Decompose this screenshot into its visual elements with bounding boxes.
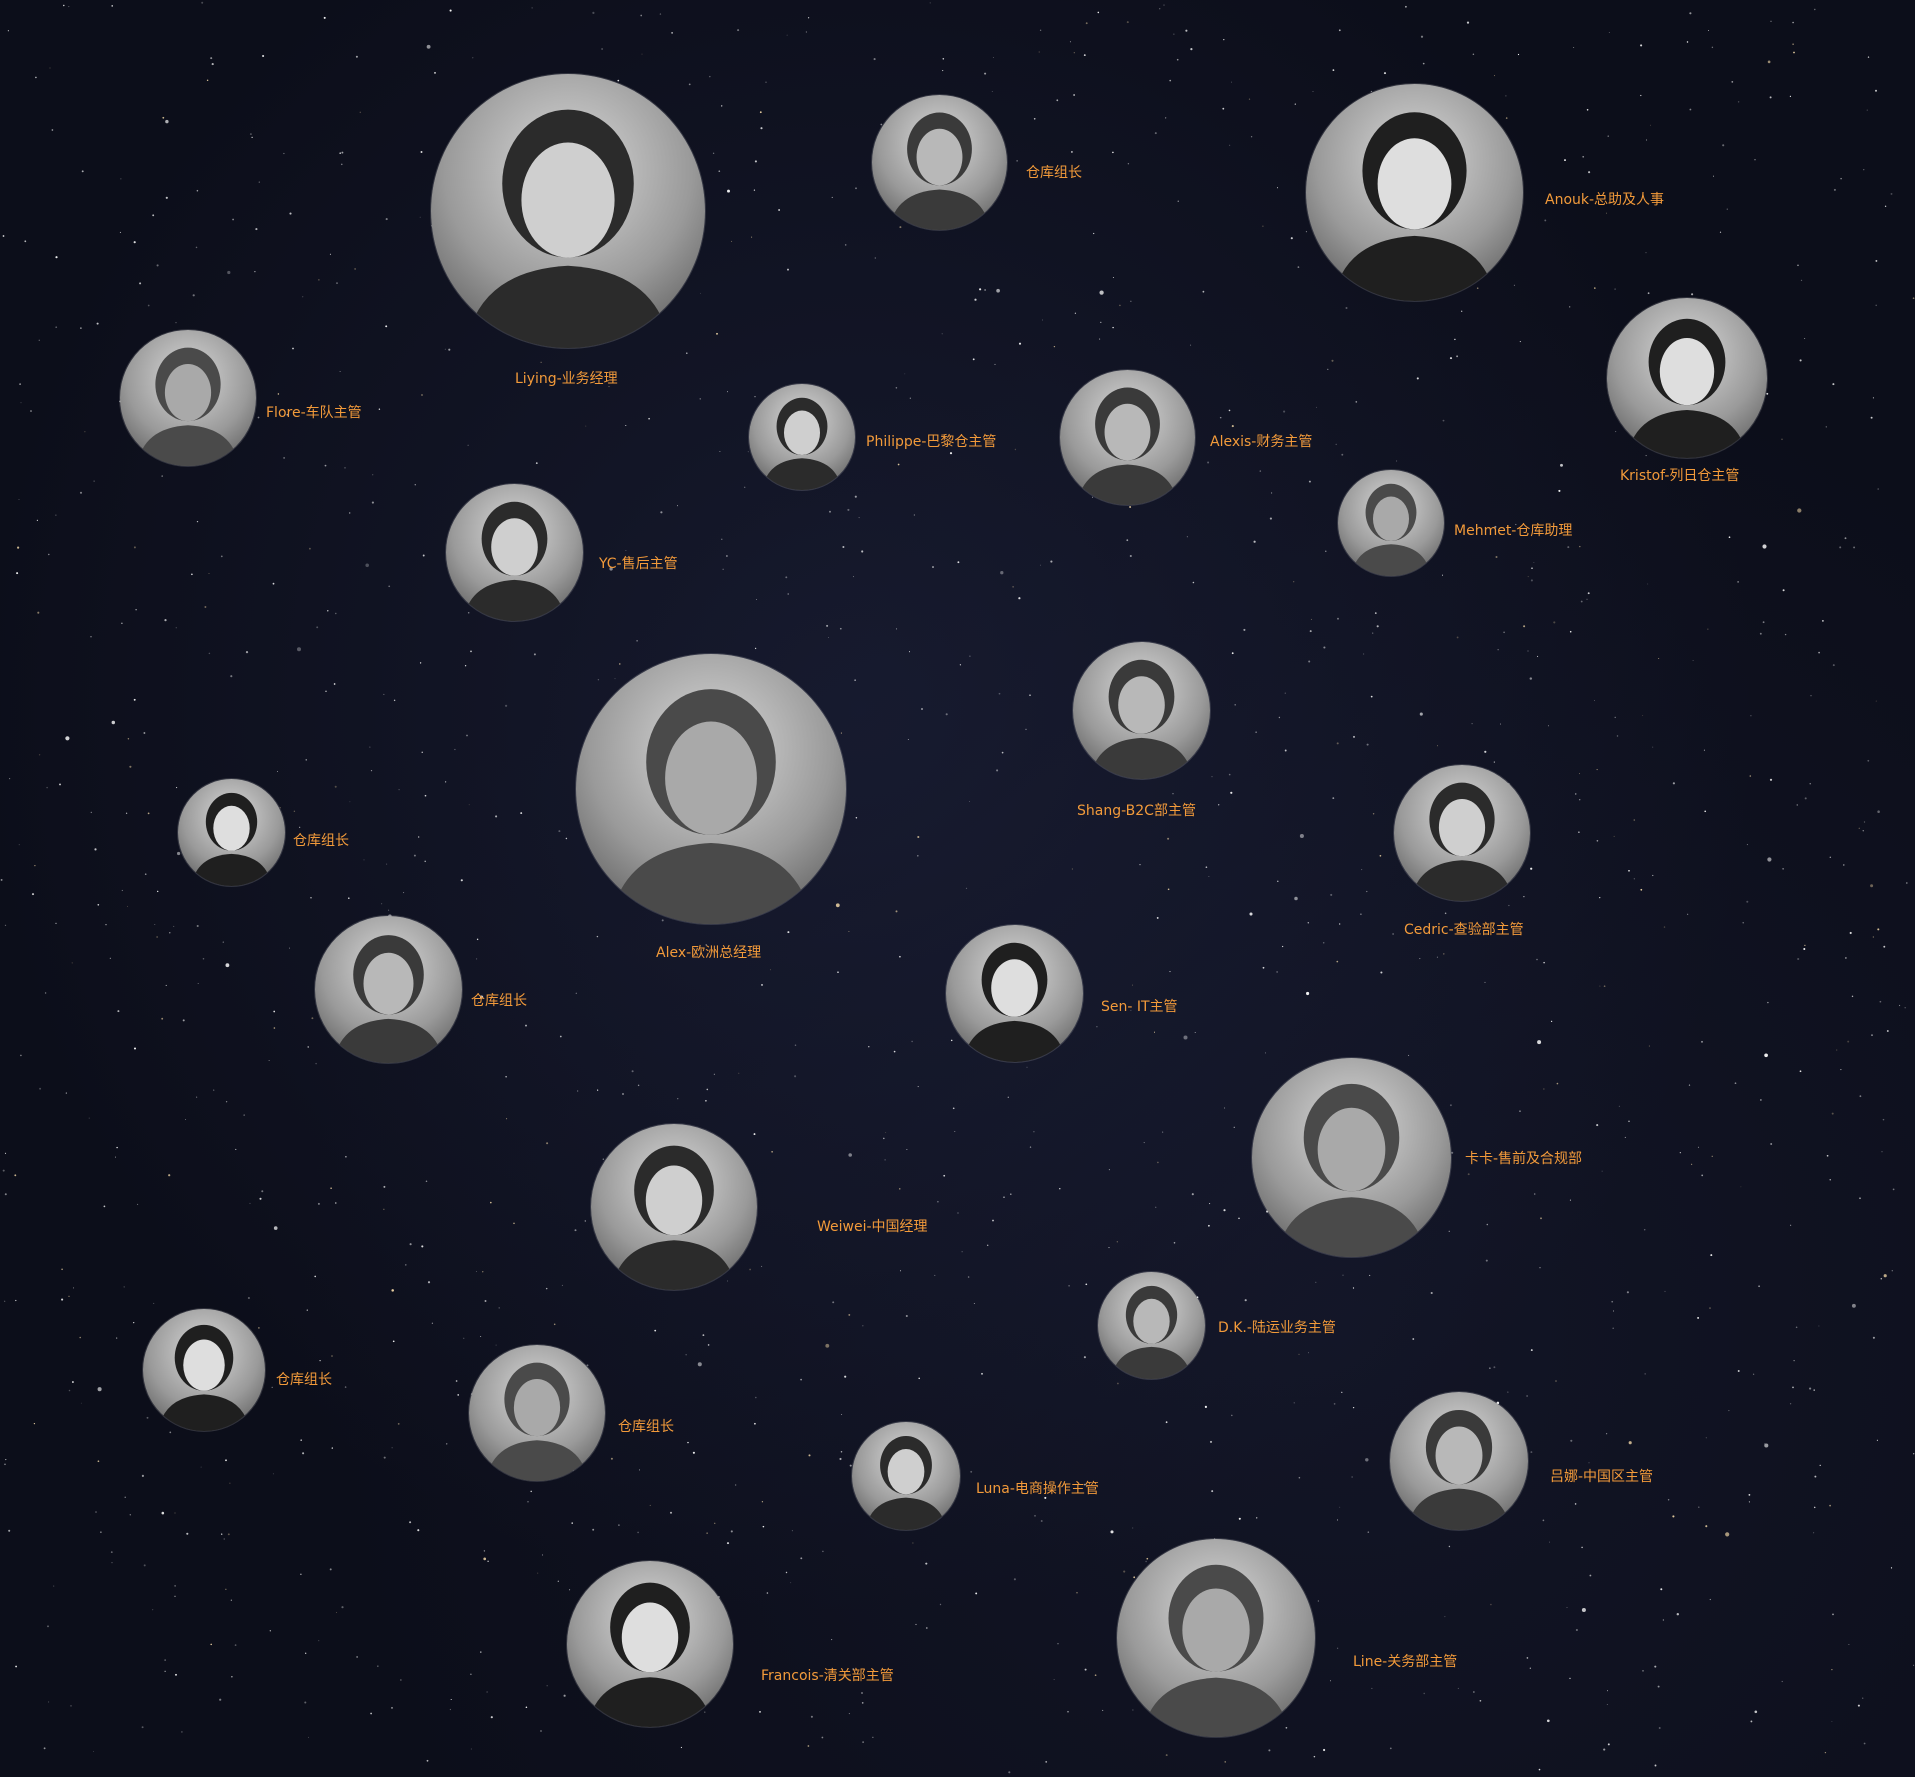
member-label: Weiwei-中国经理 <box>817 1219 928 1235</box>
avatar <box>1338 470 1444 576</box>
member-label: 仓库组长 <box>1026 165 1082 181</box>
member-label: 卡卡-售前及合规部 <box>1465 1151 1583 1167</box>
member-label: Anouk-总助及人事 <box>1545 192 1665 208</box>
avatar <box>1394 765 1530 901</box>
member-label: Francois-清关部主管 <box>761 1668 894 1684</box>
avatar <box>1306 84 1523 301</box>
avatar <box>431 74 705 348</box>
member-label: Alexis-财务主管 <box>1210 434 1313 450</box>
member-label: Philippe-巴黎仓主管 <box>866 434 997 450</box>
avatar <box>469 1345 605 1481</box>
avatar <box>1060 370 1195 505</box>
avatar <box>852 1422 960 1530</box>
member-label: Alex-欧洲总经理 <box>656 945 762 961</box>
member-label: Liying-业务经理 <box>515 371 618 387</box>
avatar <box>120 330 256 466</box>
member-label: 吕娜-中国区主管 <box>1550 1469 1654 1485</box>
avatar <box>1607 298 1767 458</box>
member-label: Sen- IT主管 <box>1101 999 1178 1015</box>
member-label: Flore-车队主管 <box>266 405 362 421</box>
member-label: 仓库组长 <box>276 1372 332 1388</box>
member-label: Luna-电商操作主管 <box>976 1481 1099 1497</box>
avatar <box>1390 1392 1528 1530</box>
avatar <box>178 779 285 886</box>
member-label: Mehmet-仓库助理 <box>1454 523 1573 539</box>
avatar <box>872 95 1007 230</box>
avatar <box>1098 1272 1205 1379</box>
avatar <box>1117 1539 1315 1737</box>
member-label: 仓库组长 <box>471 993 527 1009</box>
avatar <box>1252 1058 1451 1257</box>
avatar <box>567 1561 733 1727</box>
member-label: 仓库组长 <box>618 1419 674 1435</box>
avatar <box>749 384 855 490</box>
avatar <box>591 1124 757 1290</box>
member-label: Kristof-列日仓主管 <box>1620 468 1740 484</box>
member-label: Cedric-查验部主管 <box>1404 922 1524 938</box>
avatar <box>315 916 462 1063</box>
member-label: Line-关务部主管 <box>1353 1654 1458 1670</box>
avatar <box>143 1309 265 1431</box>
member-label: 仓库组长 <box>293 833 349 849</box>
member-label: YC-售后主管 <box>599 556 678 572</box>
member-label: D.K.-陆运业务主管 <box>1218 1320 1336 1336</box>
avatar <box>576 654 846 924</box>
avatar <box>446 484 583 621</box>
avatar <box>946 925 1083 1062</box>
avatar <box>1073 642 1210 779</box>
member-label: Shang-B2C部主管 <box>1077 803 1196 819</box>
